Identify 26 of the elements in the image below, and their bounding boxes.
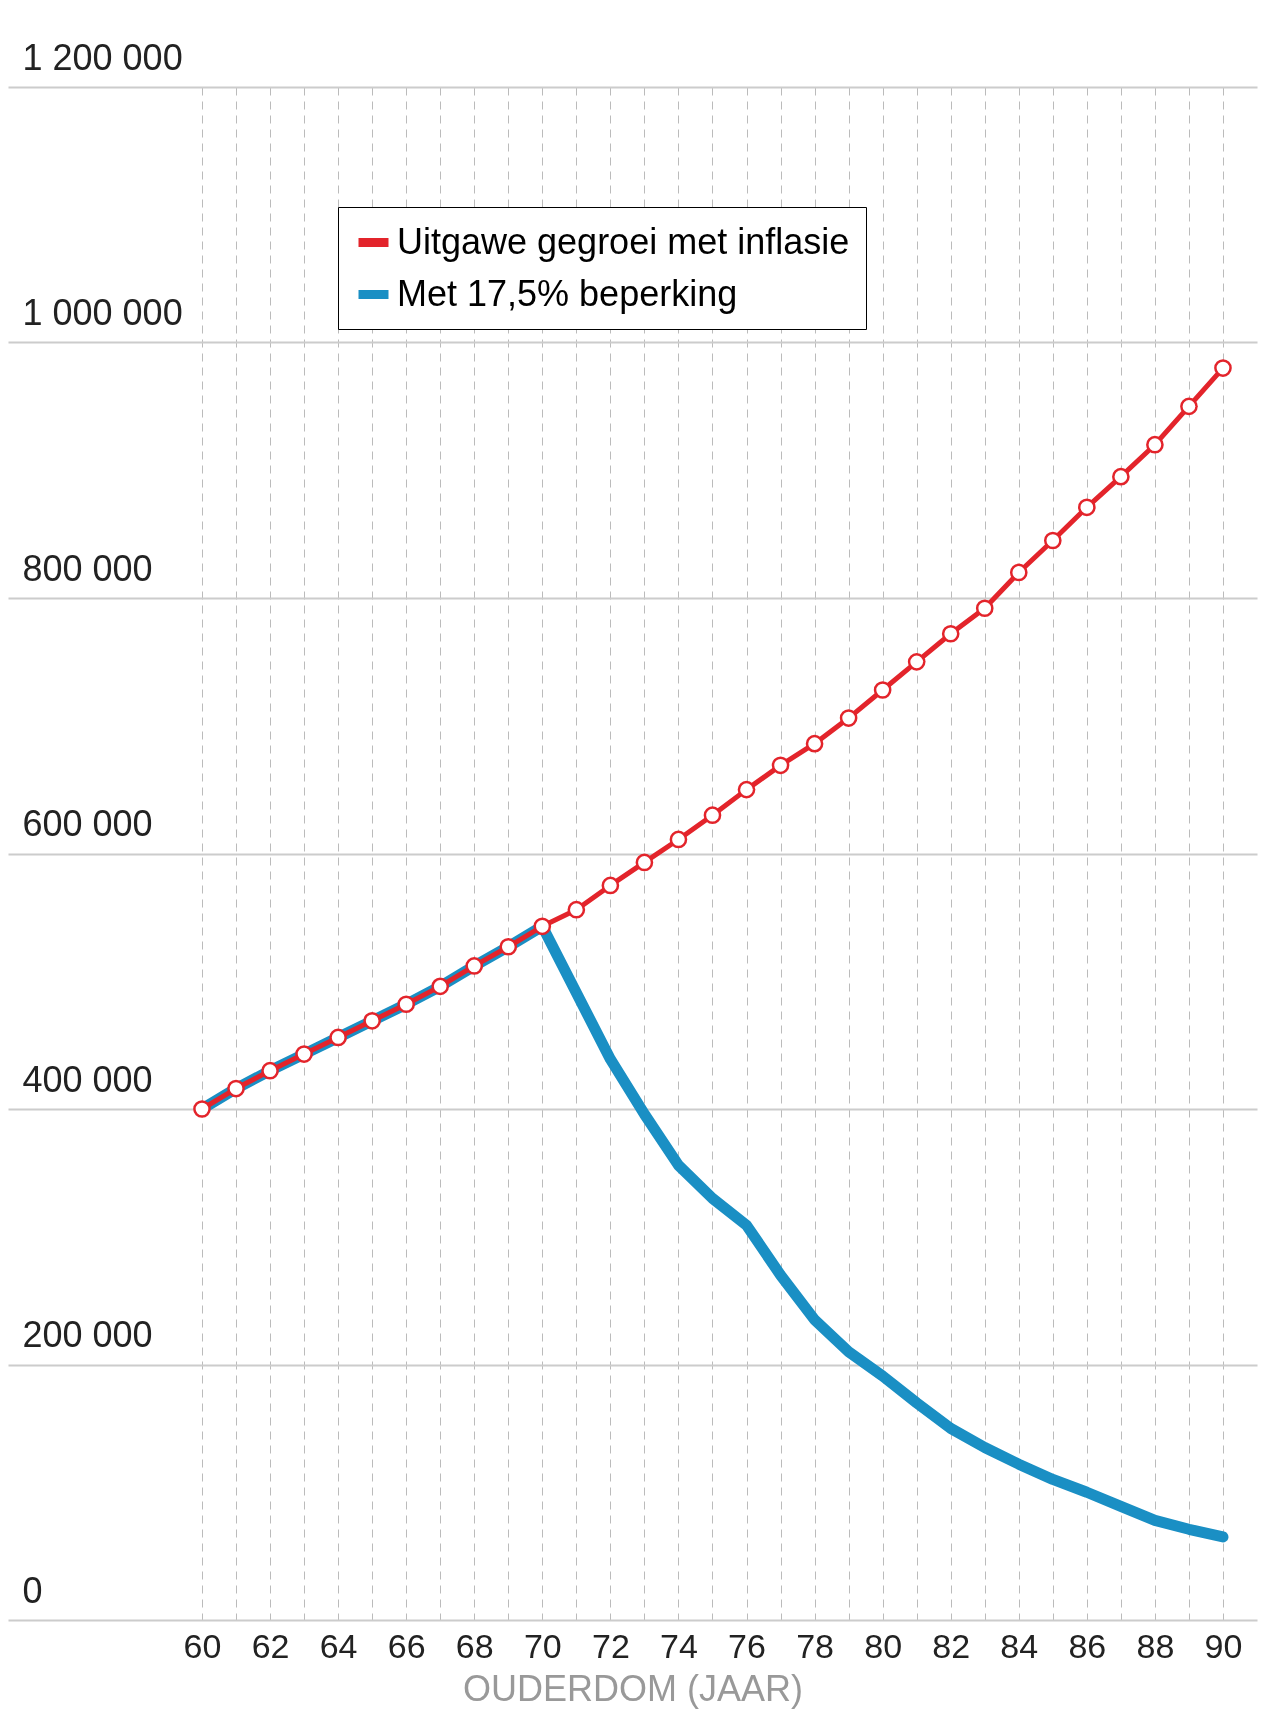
x-tick-label: 64 [319,1626,358,1665]
y-tick-label: 400 000 [22,1058,153,1100]
x-tick-label: 78 [796,1626,834,1665]
legend-label: Met 17,5% beperking [397,272,738,314]
x-tick-label: 72 [591,1626,630,1665]
x-tick-label: 76 [728,1626,766,1665]
y-tick-label: 1 200 000 [22,36,183,78]
x-tick-label: 86 [1068,1626,1107,1665]
y-tick-label: 0 [22,1569,43,1611]
x-tick-label: 84 [1000,1626,1039,1665]
x-tick-label: 88 [1136,1626,1175,1665]
x-tick-label: 70 [523,1626,562,1665]
x-tick-label: 68 [455,1626,494,1665]
x-tick-label: 60 [183,1626,222,1665]
y-tick-label: 600 000 [22,803,153,844]
y-tick-label: 200 000 [22,1314,153,1355]
x-tick-label: 62 [251,1626,290,1665]
x-tick-label: 74 [660,1626,698,1665]
legend-label: Uitgawe gegroei met inflasie [397,220,850,262]
x-tick-label: 80 [864,1626,903,1665]
y-tick-label: 1 000 000 [22,292,183,333]
x-tick-label: 82 [932,1626,971,1665]
x-tick-label: 66 [387,1626,426,1665]
y-tick-label: 800 000 [22,547,153,589]
x-axis-title: OUDERDOM (JAAR) [463,1667,803,1709]
x-tick-label: 90 [1204,1626,1243,1665]
